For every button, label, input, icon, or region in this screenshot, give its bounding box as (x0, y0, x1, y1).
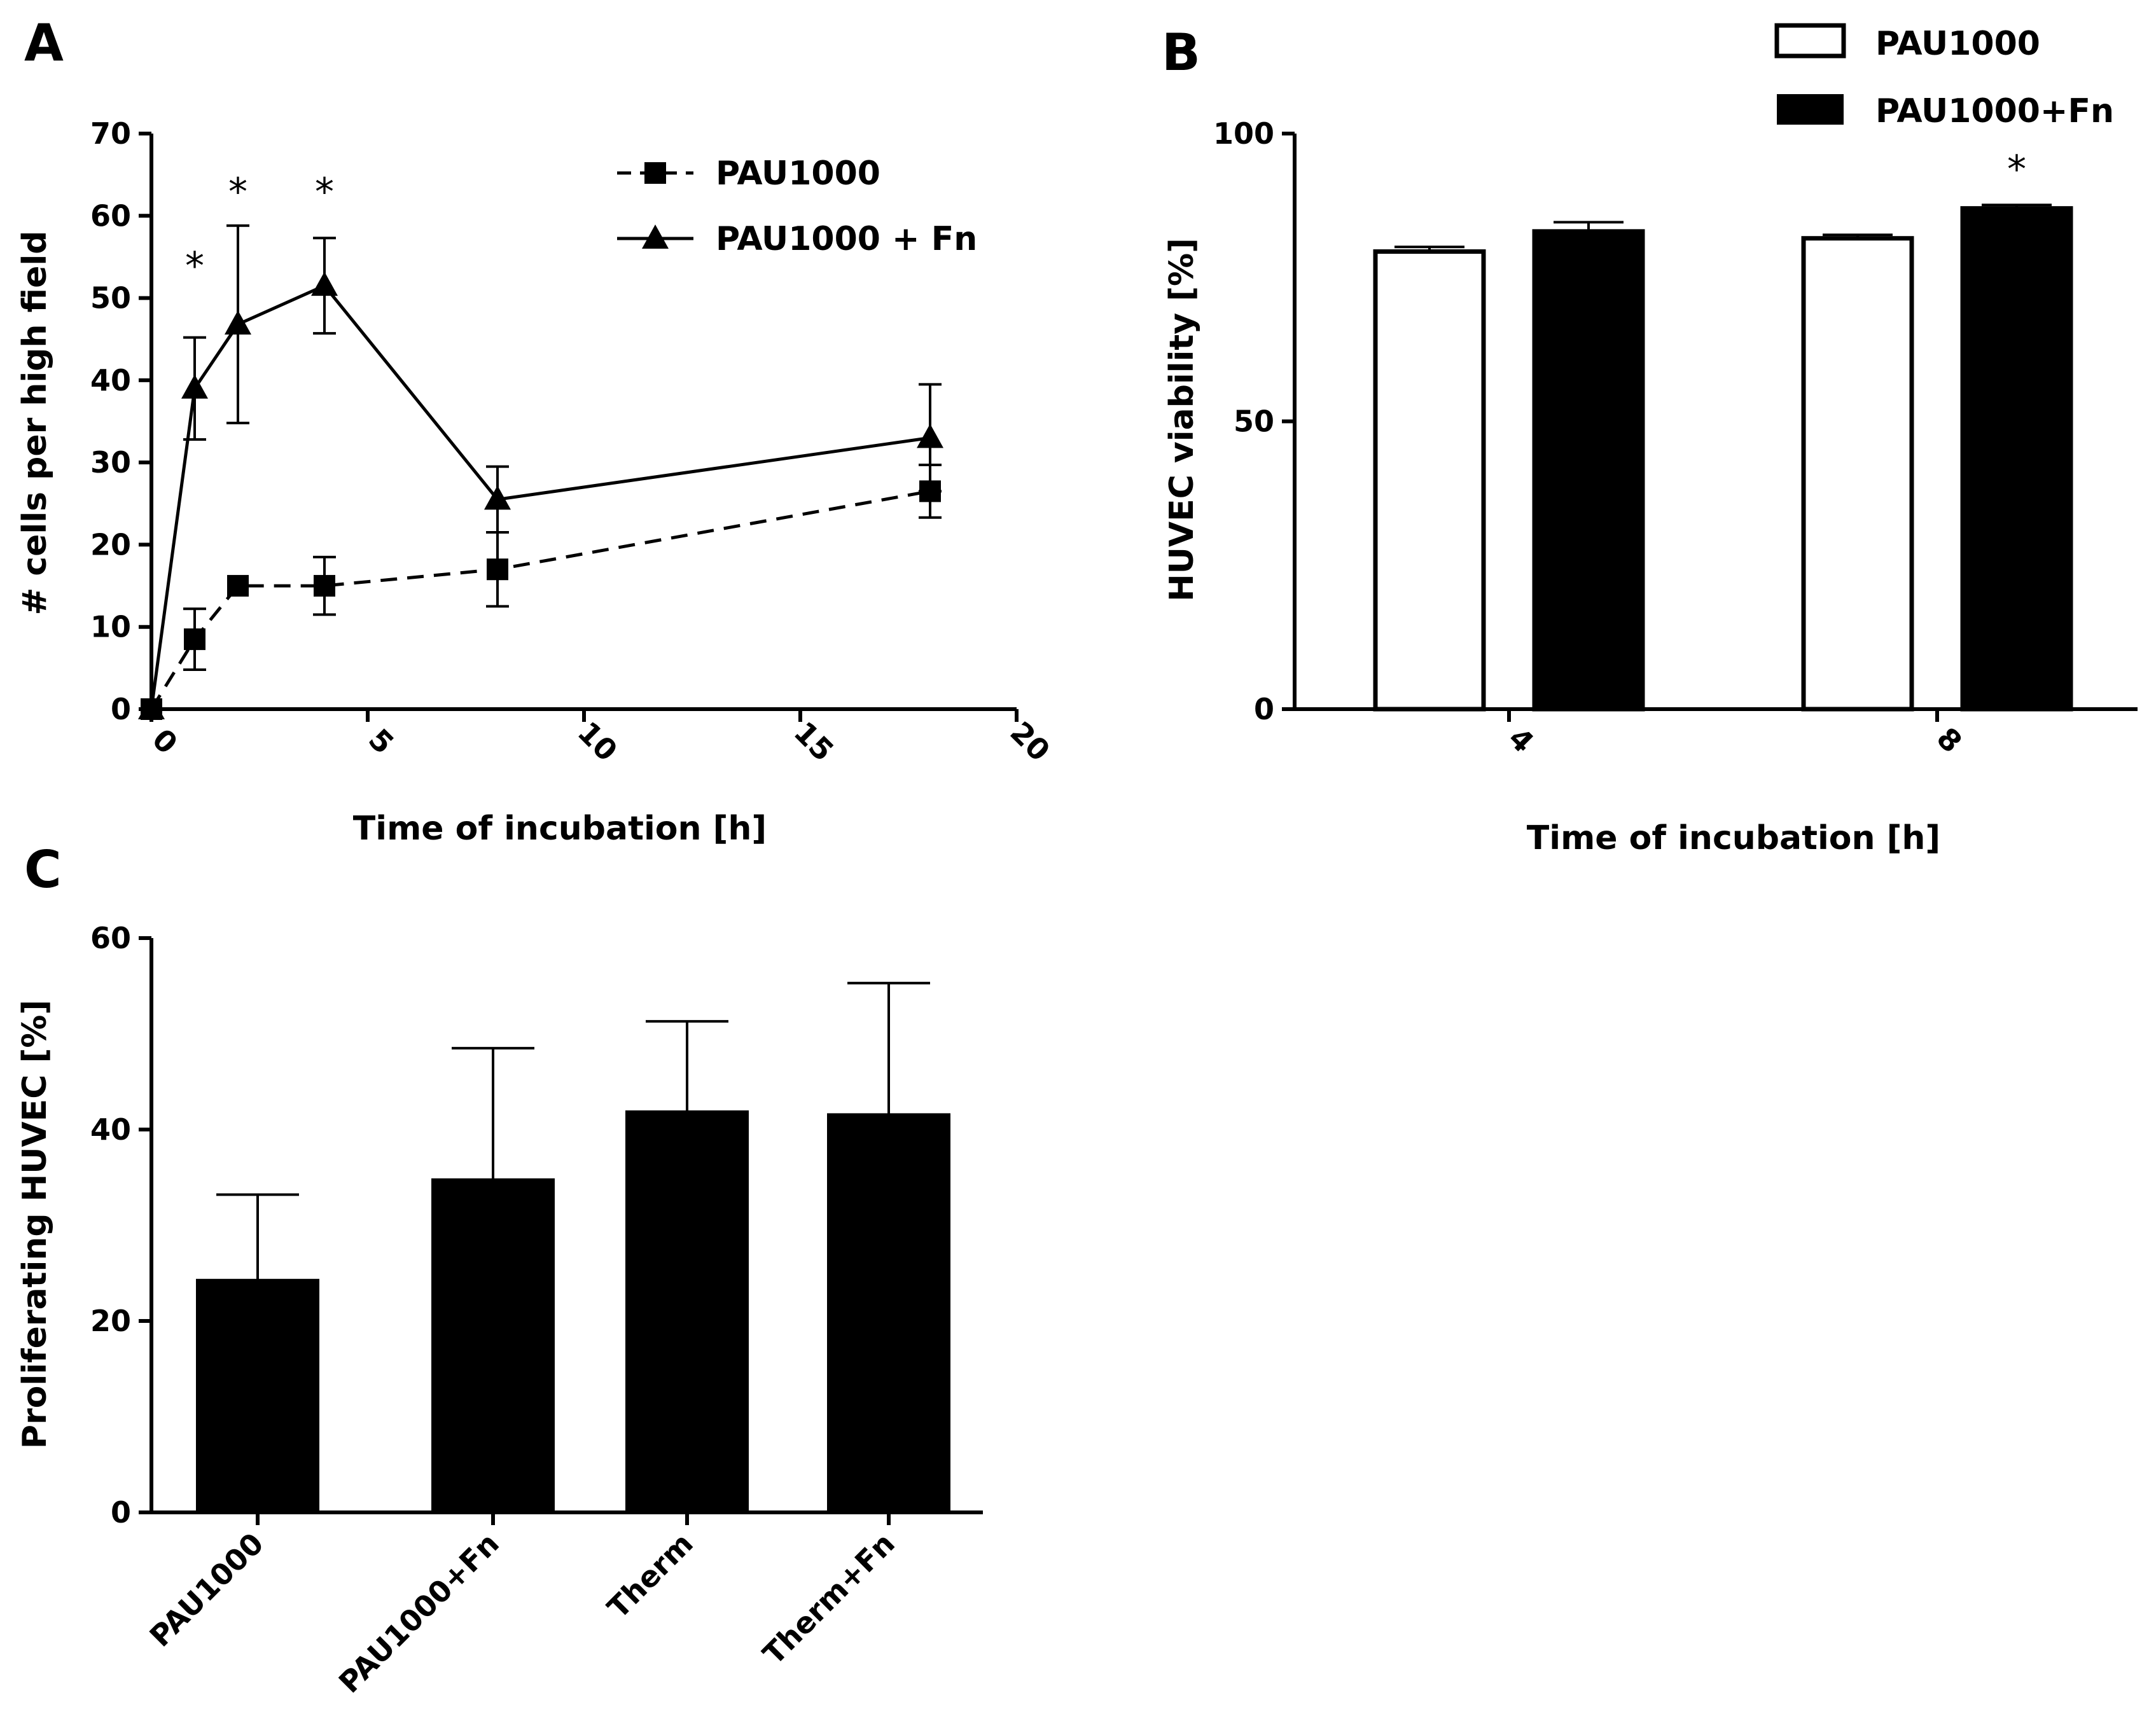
panel-b-bar-pau1000-fn-4h (1532, 229, 1645, 712)
panel-c-bars (196, 981, 950, 1515)
panel-label-c: C (24, 840, 62, 899)
panel-b-y-tick-label: 50 (1234, 404, 1274, 439)
panel-c-y-tick-label: 0 (111, 1495, 131, 1530)
panel-b-bar-pau1000-fn-8h (1960, 206, 2073, 712)
panel-a-line-pau1000-fn (150, 284, 931, 710)
panel-a-legend: PAU1000 PAU1000 + Fn (617, 155, 977, 258)
panel-a-point-pau1000-fn (181, 374, 208, 399)
panel-c-bar-pau1000 (196, 1278, 319, 1515)
panel-a-series (138, 224, 943, 720)
panel-b-y-tick-label: 100 (1213, 116, 1274, 151)
panel-c-bar-therm-fn (827, 1113, 950, 1515)
panel-c-y-axis-title: Proliferating HUVEC [%] (16, 1000, 54, 1449)
panel-b-x-tick-label: 8 (1930, 721, 1969, 759)
panel-b-bars (1373, 204, 2073, 712)
panel-b-annotation-8h: * (2007, 147, 2026, 191)
panel-b-x-axis-title: Time of incubation [h] (1527, 819, 1940, 857)
panel-a-y-tick-label: 0 (111, 692, 131, 726)
panel-a-x-tick-label: 20 (1004, 715, 1057, 768)
panel-a-y-axis-title: # cells per high field (16, 231, 54, 616)
panel-c-y-tick-label: 40 (90, 1112, 131, 1147)
panel-a-annotation-1h: * (185, 244, 204, 288)
panel-b-y-tick-label: 0 (1254, 692, 1274, 726)
panel-c-y-tick-label: 20 (90, 1304, 131, 1338)
panel-a-point-pau1000 (227, 575, 249, 597)
panel-label-a: A (24, 13, 64, 73)
panel-a-x-tick-label: 10 (571, 715, 624, 768)
panel-a-line-pau1000 (150, 489, 931, 710)
panel-b-legend-label-pau1000-fn: PAU1000+Fn (1875, 92, 2114, 130)
panel-b-bar-pau1000-8h (1801, 236, 1914, 712)
panel-a-legend-marker-pau1000 (644, 162, 666, 184)
panel-c-bar-chart: 0 20 40 60 PAU1000 PAU1000+Fn Therm Therm+Fn Pr… (16, 921, 983, 1699)
panel-b-x-tick-label: 4 (1502, 721, 1541, 759)
panel-c-x-tick-label-pau1000: PAU1000 (143, 1526, 270, 1654)
panel-c-y-tick-label: 60 (90, 921, 131, 955)
panel-a-y-tick-label: 50 (90, 281, 131, 315)
panel-a-y-tick-label: 40 (90, 363, 131, 397)
panel-c-bar-therm (625, 1110, 749, 1515)
panel-c-bar-pau1000-fn (431, 1178, 555, 1514)
panel-a-annotation-4h: * (315, 170, 334, 214)
panel-c-x-tick-label-therm: Therm (601, 1526, 700, 1626)
panel-a-point-pau1000-fn (311, 272, 338, 296)
panel-a-point-pau1000 (487, 558, 508, 581)
panel-a-x-tick-label: 0 (146, 722, 184, 761)
panel-b-legend-label-pau1000: PAU1000 (1875, 25, 2040, 63)
panel-b-legend-swatch-pau1000 (1774, 23, 1846, 59)
panel-b-bar-pau1000-4h (1373, 249, 1486, 712)
panel-a-legend-label-pau1000: PAU1000 (716, 155, 880, 193)
panel-a-line-chart: 0 10 20 30 40 50 60 70 0 5 10 15 20 Time of incubati… (16, 116, 1057, 848)
panel-b-legend: PAU1000 PAU1000+Fn (1774, 23, 2114, 130)
panel-a-y-tick-label: 60 (90, 198, 131, 233)
panel-a-x-axis-title: Time of incubation [h] (353, 810, 767, 848)
panel-c-x-tick-label-therm-fn: Therm+Fn (756, 1526, 901, 1671)
panel-a-y-tick-label: 10 (90, 610, 131, 644)
panel-b-y-axis-title: HUVEC viability [%] (1163, 238, 1201, 602)
panel-a-point-pau1000-fn (484, 485, 511, 510)
panel-a-x-tick-label: 5 (362, 722, 401, 761)
panel-a-legend-marker-pau1000-fn (642, 225, 669, 249)
panel-b-bar-chart: 0 50 100 4 8 Time of incubation [h] HUVEC vi… (1163, 23, 2138, 857)
panel-a-point-pau1000-fn (138, 695, 165, 719)
panel-a-annotation-2h: * (228, 170, 247, 214)
panel-a-point-pau1000-fn (225, 310, 251, 335)
panel-a-x-tick-label: 15 (788, 715, 840, 768)
panel-a-y-tick-label: 70 (90, 116, 131, 151)
panel-b-legend-swatch-pau1000-fn (1777, 94, 1844, 125)
panel-a-point-pau1000-fn (917, 424, 943, 448)
panel-label-b: B (1162, 23, 1200, 82)
panel-a-point-pau1000 (314, 575, 335, 597)
panel-a-legend-label-pau1000-fn: PAU1000 + Fn (716, 220, 977, 258)
panel-c-x-tick-label-pau1000-fn: PAU1000+Fn (332, 1526, 506, 1700)
panel-a-y-tick-label: 30 (90, 445, 131, 480)
panel-a-y-tick-label: 20 (90, 527, 131, 562)
panel-a-point-pau1000 (184, 628, 205, 651)
